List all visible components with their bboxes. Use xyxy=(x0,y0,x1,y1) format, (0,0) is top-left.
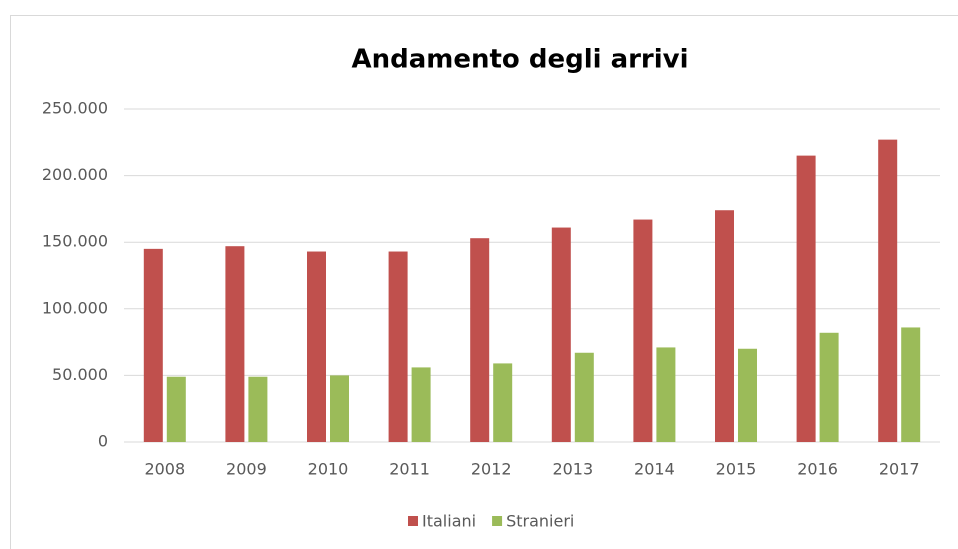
bar xyxy=(166,376,186,442)
bar xyxy=(493,363,513,442)
bar xyxy=(738,348,757,442)
bar xyxy=(633,219,653,442)
legend-swatch xyxy=(408,516,418,526)
y-tick-label: 250.000 xyxy=(42,99,108,118)
bar xyxy=(248,376,268,442)
y-tick-label: 150.000 xyxy=(42,232,108,251)
legend-swatch xyxy=(492,516,503,526)
y-tick-label: 100.000 xyxy=(42,298,108,317)
x-tick-label: 2008 xyxy=(144,460,185,479)
bar xyxy=(470,238,490,442)
bar xyxy=(225,246,245,442)
bar xyxy=(330,375,349,442)
bar xyxy=(796,155,816,442)
bar xyxy=(878,139,898,443)
bar xyxy=(307,251,326,442)
bar xyxy=(143,248,163,442)
bar xyxy=(574,352,594,442)
bar xyxy=(551,227,571,442)
bar xyxy=(388,251,408,442)
x-tick-label: 2010 xyxy=(308,460,349,479)
x-tick-label: 2012 xyxy=(471,460,512,479)
y-tick-label: 200.000 xyxy=(42,165,108,184)
legend-label: Stranieri xyxy=(506,512,574,531)
bar xyxy=(411,367,431,442)
x-tick-label: 2016 xyxy=(797,460,838,479)
x-tick-label: 2017 xyxy=(879,460,920,479)
x-tick-label: 2013 xyxy=(552,460,593,479)
bar xyxy=(656,347,676,442)
x-tick-label: 2011 xyxy=(389,460,430,479)
x-tick-label: 2015 xyxy=(716,460,757,479)
y-tick-label: 0 xyxy=(98,432,108,451)
y-tick-label: 50.000 xyxy=(52,365,108,384)
x-tick-label: 2009 xyxy=(226,460,267,479)
x-tick-label: 2014 xyxy=(634,460,675,479)
bar xyxy=(901,327,921,442)
chart-title: Andamento degli arrivi xyxy=(351,45,688,75)
legend-label: Italiani xyxy=(422,512,476,531)
bar xyxy=(819,332,839,442)
bar xyxy=(715,210,734,442)
